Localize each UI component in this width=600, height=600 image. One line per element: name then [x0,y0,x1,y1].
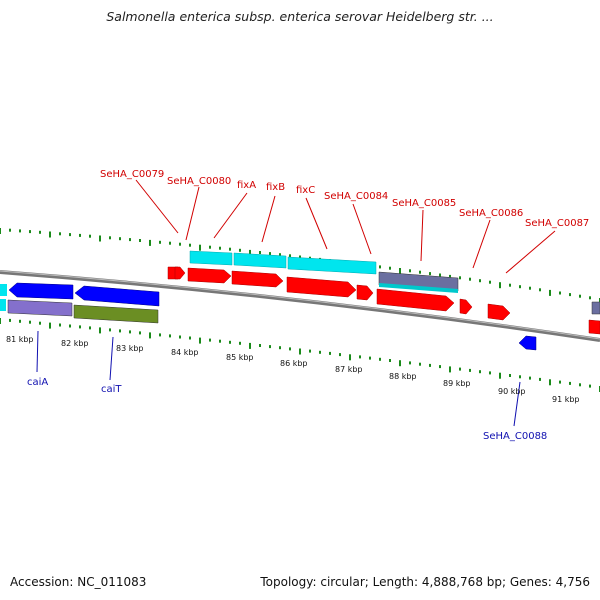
reverse-cds-arrow[interactable] [74,285,160,307]
forward-cds-track [167,266,600,335]
gene-label[interactable]: SeHA_C0084 [324,191,388,202]
kbp-scale-labels: 81 kbp 82 kbp 83 kbp 84 kbp 85 kbp 86 kb… [6,335,580,404]
forward-cds-arrow[interactable] [286,276,357,298]
gene-label[interactable]: SeHA_C0086 [459,208,523,219]
gene-label[interactable]: SeHA_C0080 [167,176,231,187]
gene-label[interactable]: SeHA_C0088 [483,431,547,442]
gene-label[interactable]: caiA [27,377,48,388]
purple-feature[interactable] [7,299,73,317]
forward-cds-arrow[interactable] [588,319,600,335]
reverse-cds-arrow[interactable] [518,335,537,351]
forward-cds-arrow[interactable] [376,288,455,312]
kbp-tick-label: 86 kbp [280,359,308,368]
gene-label[interactable]: SeHA_C0085 [392,198,456,209]
kbp-tick-label: 89 kbp [443,379,471,388]
bottom-label-leaders [36,330,521,427]
kbp-tick-label: 82 kbp [61,339,89,348]
genome-backbone [0,270,600,342]
forward-cds-arrow[interactable] [356,284,374,301]
kbp-tick-label: 88 kbp [389,372,417,381]
map-title: Salmonella enterica subsp. enterica sero… [106,9,494,24]
genome-backbone-highlight [0,270,600,340]
gene-label[interactable]: fixA [237,180,256,191]
kbp-tick-label: 87 kbp [335,365,363,374]
cyan-feature[interactable] [233,252,287,269]
accession-text: Accession: NC_011083 [10,575,147,589]
gene-label[interactable]: fixB [266,182,285,193]
feature-track-upper [189,250,459,293]
reverse-cds-track [0,282,537,351]
top-gene-labels: SeHA_C0079 SeHA_C0080 fixA fixB fixC SeH… [100,169,589,229]
gene-label[interactable]: caiT [101,384,122,395]
forward-cds-arrow[interactable] [459,298,473,315]
forward-cds-arrow[interactable] [231,270,284,288]
lower-tick-track [0,318,600,392]
cyan-feature[interactable] [287,256,377,275]
cyan-feature[interactable] [189,250,233,266]
reverse-cds-arrow[interactable] [8,282,74,300]
bottom-gene-labels: caiA caiT SeHA_C0088 [27,377,547,442]
gene-label[interactable]: SeHA_C0079 [100,169,164,180]
kbp-tick-label: 85 kbp [226,353,254,362]
cyan-feature[interactable] [379,283,458,293]
kbp-tick-label: 81 kbp [6,335,34,344]
purple-feature[interactable] [591,301,600,315]
forward-cds-arrow[interactable] [187,267,232,284]
olive-feature[interactable] [73,304,159,324]
kbp-tick-label: 91 kbp [552,395,580,404]
forward-cds-arrow[interactable] [487,303,511,321]
gene-label[interactable]: fixC [296,185,315,196]
kbp-tick-label: 90 kbp [498,387,526,396]
cyan-feature[interactable] [0,284,7,296]
forward-cds-arrow[interactable] [174,266,186,280]
kbp-tick-label: 84 kbp [171,348,199,357]
topology-text: Topology: circular; Length: 4,888,768 bp… [260,575,590,589]
kbp-tick-label: 83 kbp [116,344,144,353]
gene-label[interactable]: SeHA_C0087 [525,218,589,229]
top-label-leaders [135,179,556,274]
cyan-feature[interactable] [0,299,6,311]
